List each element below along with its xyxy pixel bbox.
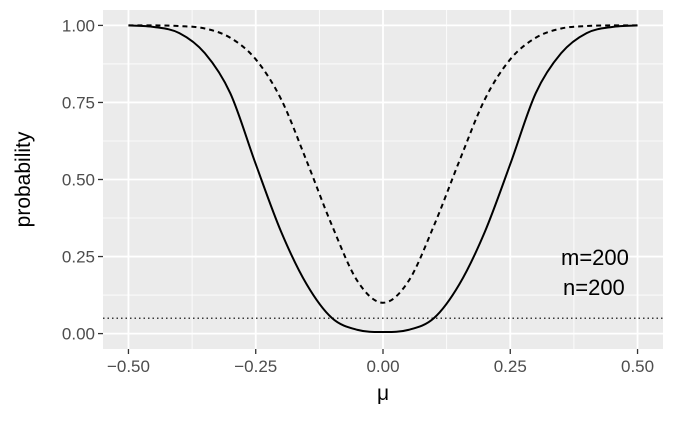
x-tick-label: 0.25: [494, 357, 527, 376]
y-tick-label: 0.75: [62, 93, 95, 112]
y-axis-title: probability: [12, 131, 35, 227]
y-tick-label: 0.25: [62, 248, 95, 267]
x-axis-title: μ: [377, 382, 389, 405]
x-tick-label: 0.00: [366, 357, 399, 376]
major-gridlines: [103, 10, 663, 349]
solid-series-line: [128, 24, 638, 334]
y-tick-label: 0.00: [62, 325, 95, 344]
x-tick-label: 0.50: [621, 357, 654, 376]
y-tick-label: 0.50: [62, 171, 95, 190]
annotation-n: n=200: [563, 275, 625, 300]
axis-ticks: [98, 24, 639, 354]
dashed-series-line: [128, 24, 638, 304]
y-tick-label: 1.00: [62, 16, 95, 35]
series-lines: [103, 24, 663, 334]
x-tick-label: −0.50: [107, 357, 150, 376]
x-tick-label: −0.25: [234, 357, 277, 376]
tick-labels: −0.50 −0.25 0.00 0.25 0.50 0.00 0.25 0.50 0.75 1.…: [62, 16, 654, 376]
annotation-m: m=200: [561, 245, 629, 270]
